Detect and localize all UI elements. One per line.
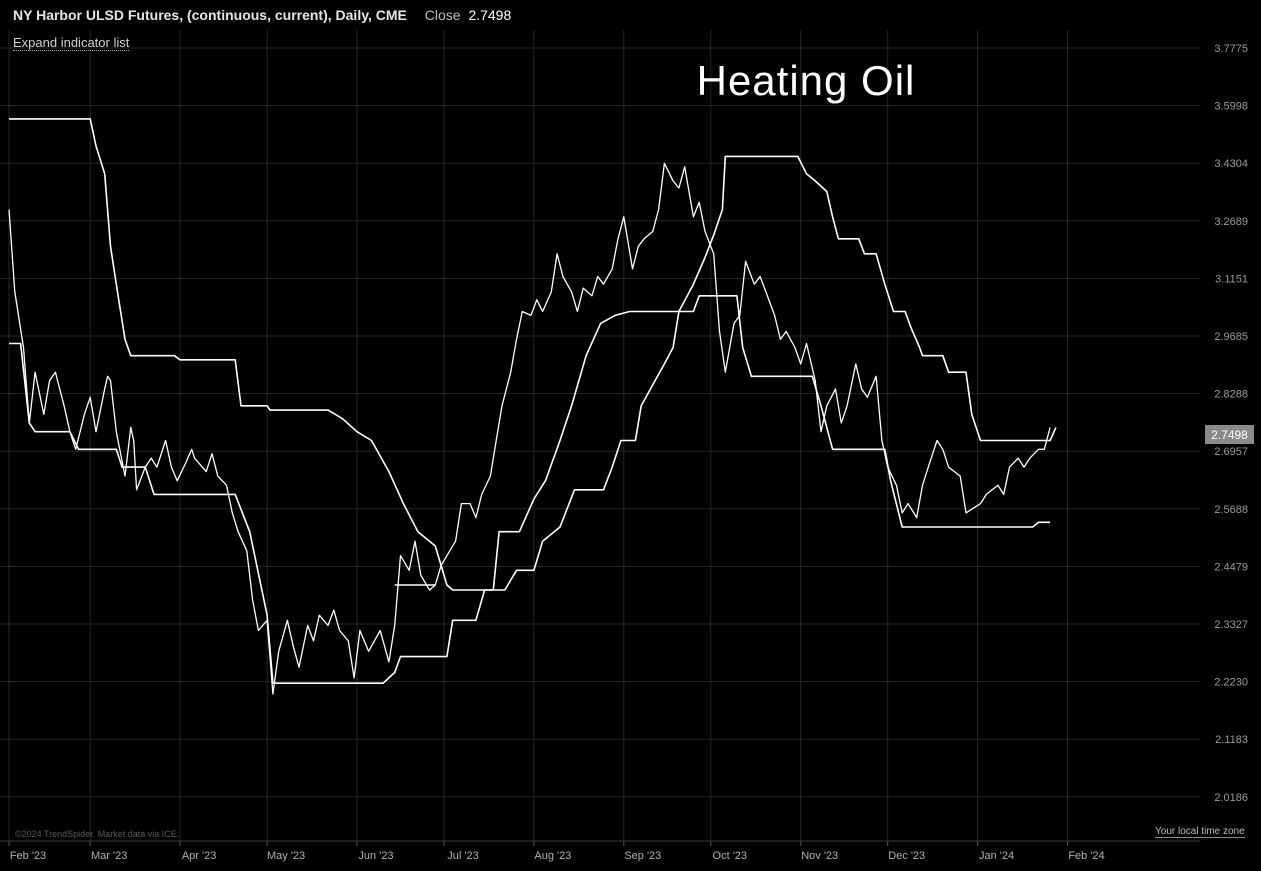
x-tick-label: Sep '23 [624,850,661,862]
y-tick-label: 2.1183 [1215,734,1248,746]
x-tick-label: Aug '23 [534,850,571,862]
x-tick-label: Jun '23 [358,850,393,862]
series-line-1 [8,162,1051,695]
current-price-tag: 2.7498 [1205,425,1254,444]
chart-title: Heating Oil [697,57,916,104]
close-value: 2.7498 [468,7,512,23]
x-tick-label: Nov '23 [801,850,838,862]
y-tick-label: 3.4304 [1214,158,1248,170]
series-layer [8,118,1057,695]
x-tick-label: Oct '23 [713,850,748,862]
close-label: Close [424,7,461,23]
y-tick-label: 2.3327 [1214,619,1248,631]
symbol-title: NY Harbor ULSD Futures, (continuous, cur… [13,7,407,23]
y-tick-label: 3.1151 [1215,273,1248,285]
y-tick-label: 2.4479 [1214,561,1248,573]
timezone-selector[interactable]: Your local time zone [1155,826,1245,838]
x-axis: Feb '23 Mar '23 Apr '23 May '23 Jun '23 Jul '… [8,841,1105,862]
x-tick-label: May '23 [267,850,305,862]
y-tick-label: 2.6957 [1214,446,1248,458]
y-tick-label: 2.8288 [1214,389,1248,401]
x-tick-label: Dec '23 [888,850,925,862]
x-tick-label: Feb '23 [10,850,46,862]
x-tick-label: Apr '23 [182,850,217,862]
chart-grid [0,30,1200,841]
series-line-3 [9,155,1057,685]
x-tick-label: Mar '23 [91,850,127,862]
y-tick-label: 2.0186 [1214,792,1248,804]
chart-header: NY Harbor ULSD Futures, (continuous, cur… [13,7,511,23]
x-tick-label: Feb '24 [1068,850,1104,862]
x-tick-label: Jan '24 [979,850,1014,862]
y-tick-label: 3.7775 [1214,43,1248,55]
y-tick-label: 2.9685 [1214,331,1248,343]
x-tick-label: Jul '23 [447,850,478,862]
data-credit: ©2024 TrendSpider. Market data via ICE. [15,829,179,839]
y-tick-label: 3.2689 [1214,216,1248,228]
current-price-label: 2.7498 [1211,428,1248,442]
expand-indicator-list-link[interactable]: Expand indicator list [13,35,130,51]
y-tick-label: 2.5688 [1214,504,1248,516]
y-tick-label: 2.2230 [1214,677,1248,689]
y-tick-label: 3.5998 [1214,101,1248,113]
y-axis: 3.7775 3.5998 3.4304 3.2689 3.1151 2.9685 2.82… [1214,43,1248,804]
